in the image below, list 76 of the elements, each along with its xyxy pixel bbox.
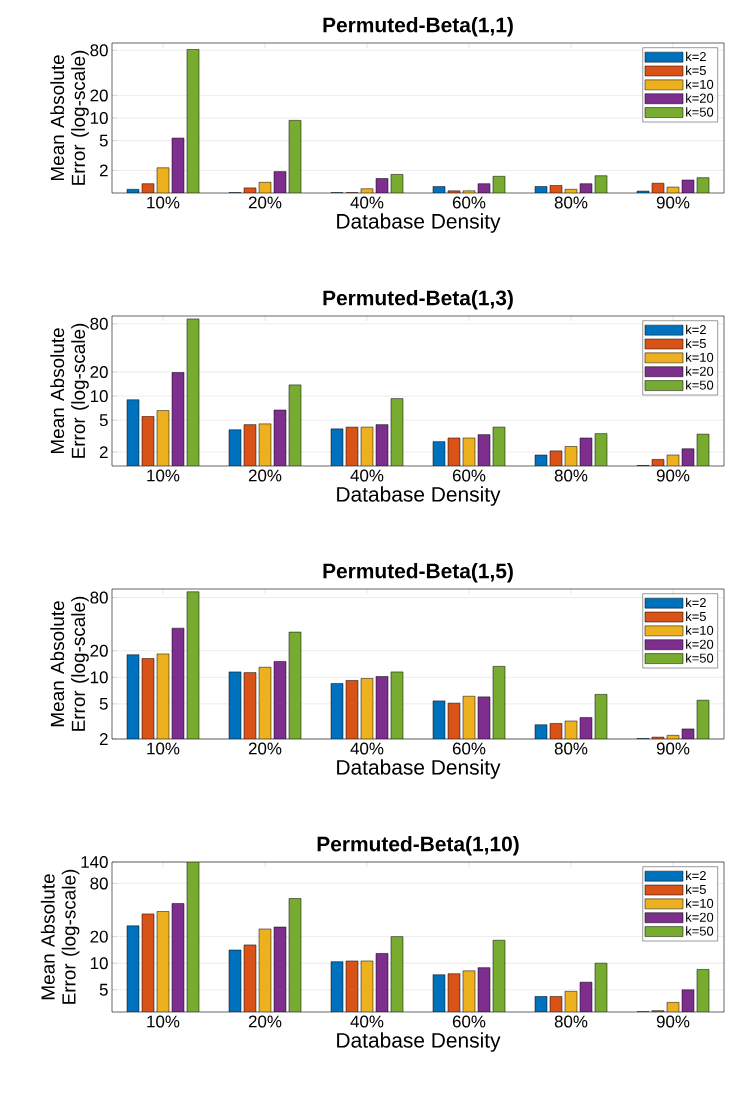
x-tick-label: 60% <box>452 469 486 482</box>
y-tick-label: 140 <box>81 856 108 869</box>
x-tick-label: 80% <box>554 742 588 755</box>
legend-label: k=10 <box>686 352 714 362</box>
y-tick-label: 20 <box>90 365 108 378</box>
y-tick-label: 80 <box>90 591 108 604</box>
y-tick-label: 80 <box>90 317 108 330</box>
y-tick-label: 80 <box>90 44 108 57</box>
legend-label: k=20 <box>686 366 714 376</box>
x-tick-label: 20% <box>248 1015 282 1028</box>
legend-label: k=10 <box>686 898 714 908</box>
y-tick-label: 10 <box>90 671 108 684</box>
chart-title: Permuted-Beta(1,5) <box>323 563 513 583</box>
legend-label: k=2 <box>686 324 706 335</box>
y-tick-label: 10 <box>90 112 108 124</box>
x-axis-title: Database Density <box>337 486 501 506</box>
x-tick-label: 10% <box>147 469 180 482</box>
x-tick-label: 60% <box>452 1015 486 1028</box>
legend-label: k=10 <box>686 79 714 89</box>
x-tick-label: 90% <box>656 1015 690 1028</box>
legend-label: k=20 <box>686 93 714 103</box>
y-tick-label: 10 <box>90 957 108 970</box>
y-tick-label: 20 <box>90 930 108 943</box>
x-tick-label: 80% <box>554 1015 588 1028</box>
legend-label: k=2 <box>686 870 706 881</box>
legend-label: k=5 <box>686 65 706 76</box>
x-tick-label: 10% <box>147 196 180 209</box>
legend-label: k=50 <box>686 926 714 936</box>
x-tick-label: 90% <box>656 196 690 209</box>
y-tick-label: 2 <box>99 164 108 177</box>
legend-label: k=2 <box>686 597 706 608</box>
x-tick-label: 40% <box>350 742 384 755</box>
y-tick-label: 20 <box>90 89 108 102</box>
chart-title: Permuted-Beta(1,3) <box>323 290 513 310</box>
y-tick-label: 80 <box>90 877 108 890</box>
y-tick-label: 2 <box>99 446 108 458</box>
legend-label: k=5 <box>686 884 706 895</box>
y-axis-title: Mean Absolute Error (log-scale) <box>40 869 80 1004</box>
x-axis-title: Database Density <box>337 759 501 779</box>
x-tick-label: 40% <box>350 1015 384 1028</box>
x-tick-label: 10% <box>147 1015 180 1028</box>
y-tick-label: 10 <box>90 390 108 403</box>
x-tick-label: 20% <box>248 196 282 209</box>
legend-label: k=20 <box>686 912 714 922</box>
chart-title: Permuted-Beta(1,10) <box>317 836 519 856</box>
x-tick-label: 90% <box>656 742 690 755</box>
y-axis-title: Mean Absolute Error (log-scale) <box>50 323 89 458</box>
y-tick-label: 2 <box>99 733 108 745</box>
x-tick-label: 40% <box>350 196 384 209</box>
x-tick-label: 20% <box>248 742 282 755</box>
x-tick-label: 40% <box>350 469 384 482</box>
y-tick-label: 5 <box>99 134 108 147</box>
x-tick-label: 90% <box>656 469 690 482</box>
chart-title: Permuted-Beta(1,1) <box>323 17 513 37</box>
legend-label: k=20 <box>686 639 714 649</box>
legend-label: k=2 <box>686 51 706 62</box>
x-tick-label: 80% <box>554 196 588 209</box>
y-axis-title: Mean Absolute Error (log-scale) <box>50 596 89 731</box>
x-tick-label: 60% <box>452 196 486 209</box>
legend-label: k=5 <box>686 338 706 349</box>
y-tick-label: 20 <box>90 644 108 657</box>
x-axis-title: Database Density <box>337 213 501 233</box>
legend-label: k=5 <box>686 611 706 622</box>
x-tick-label: 10% <box>147 742 180 755</box>
legend-label: k=10 <box>686 625 714 635</box>
y-axis-title: Mean Absolute Error (log-scale) <box>50 50 89 185</box>
legend-label: k=50 <box>686 380 714 390</box>
x-tick-label: 20% <box>248 469 282 482</box>
legend-label: k=50 <box>686 653 714 663</box>
y-tick-label: 5 <box>99 414 108 427</box>
y-tick-label: 5 <box>99 983 108 996</box>
x-axis-title: Database Density <box>337 1032 501 1052</box>
x-tick-label: 80% <box>554 469 588 482</box>
y-tick-label: 5 <box>99 697 108 710</box>
legend-label: k=50 <box>686 107 714 117</box>
x-tick-label: 60% <box>452 742 486 755</box>
